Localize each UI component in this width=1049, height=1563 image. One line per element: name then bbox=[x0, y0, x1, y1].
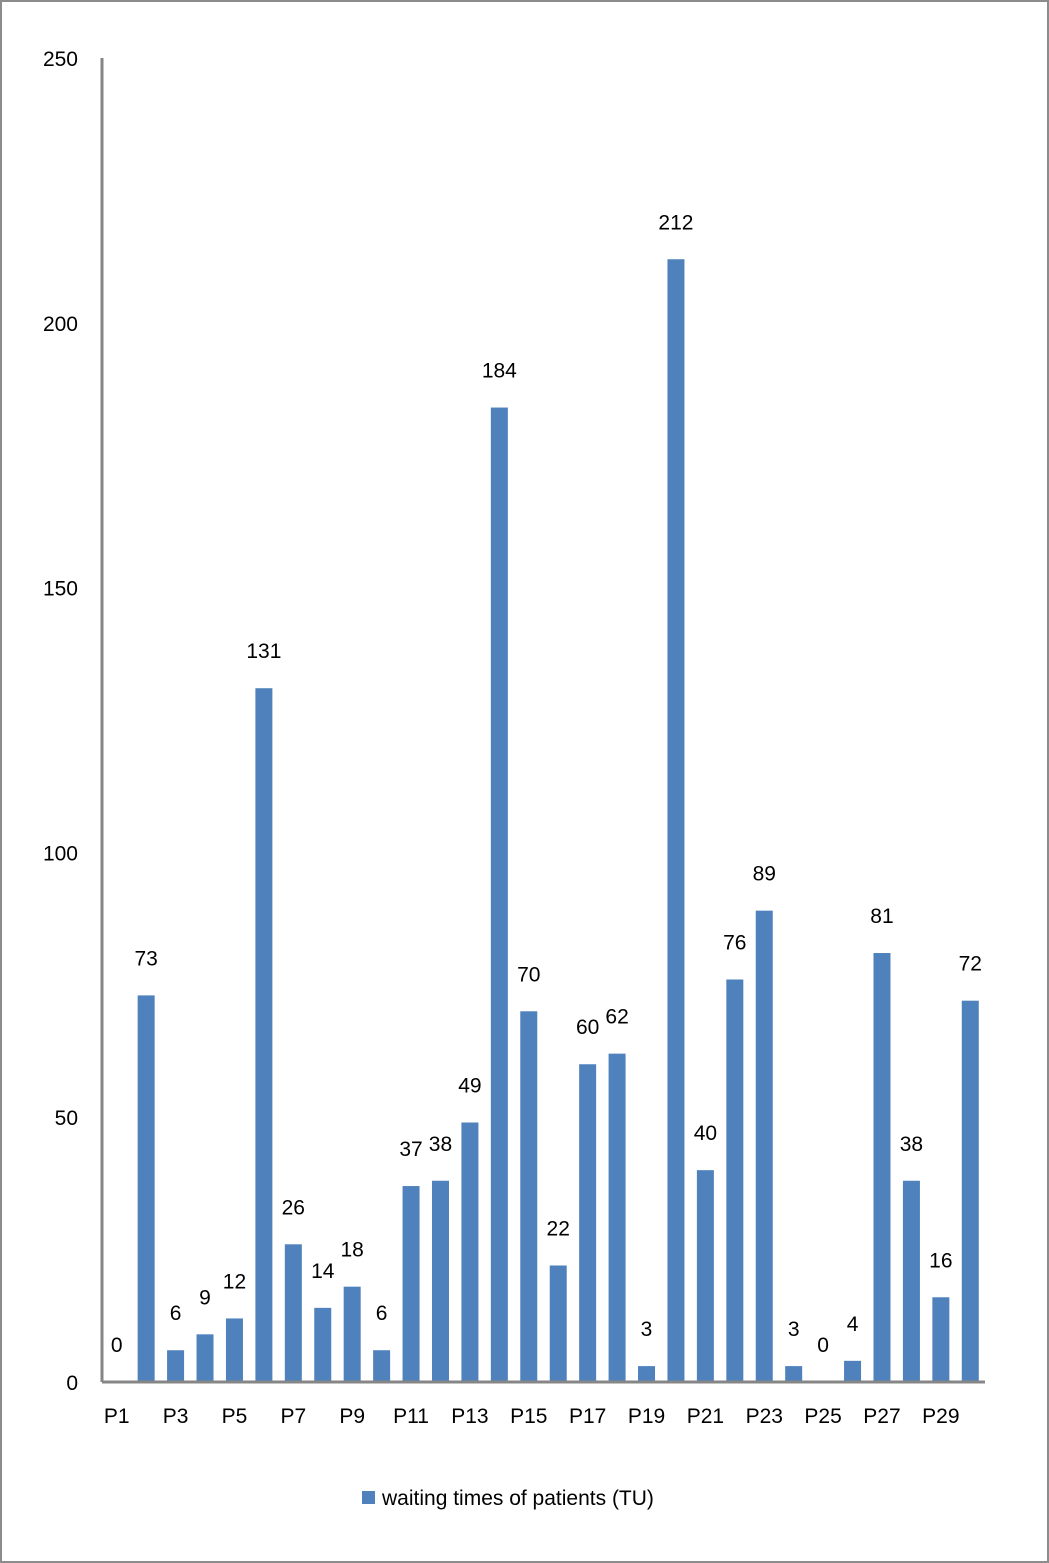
data-label: 6 bbox=[170, 1302, 182, 1325]
bar bbox=[137, 995, 155, 1382]
x-tick-label: P21 bbox=[687, 1405, 724, 1428]
data-label: 3 bbox=[641, 1318, 653, 1341]
data-label: 72 bbox=[959, 953, 982, 976]
x-tick-label: P25 bbox=[804, 1405, 841, 1428]
legend: waiting times of patients (TU) bbox=[362, 1487, 654, 1510]
data-label: 9 bbox=[199, 1286, 211, 1309]
data-label: 73 bbox=[134, 947, 157, 970]
y-tick-label: 150 bbox=[43, 578, 78, 601]
data-label: 131 bbox=[246, 640, 281, 663]
x-tick-label: P3 bbox=[163, 1405, 189, 1428]
data-label: 26 bbox=[282, 1196, 305, 1219]
bar bbox=[902, 1180, 920, 1382]
y-tick-label: 250 bbox=[43, 48, 78, 71]
bar bbox=[284, 1244, 302, 1382]
x-tick-label: P7 bbox=[280, 1405, 306, 1428]
data-label: 6 bbox=[376, 1302, 388, 1325]
bar bbox=[932, 1297, 950, 1382]
data-label: 18 bbox=[341, 1239, 364, 1262]
data-label: 62 bbox=[605, 1006, 628, 1029]
legend-label: waiting times of patients (TU) bbox=[381, 1487, 654, 1510]
bar bbox=[726, 979, 744, 1382]
bar bbox=[255, 688, 273, 1382]
data-label: 14 bbox=[311, 1260, 335, 1283]
data-label: 89 bbox=[753, 863, 776, 886]
data-label: 60 bbox=[576, 1016, 599, 1039]
bar bbox=[373, 1350, 391, 1382]
bar bbox=[667, 259, 685, 1382]
bar bbox=[490, 407, 508, 1382]
bar bbox=[755, 910, 773, 1382]
data-label: 37 bbox=[399, 1138, 422, 1161]
data-label: 0 bbox=[111, 1334, 123, 1357]
data-label: 49 bbox=[458, 1075, 481, 1098]
data-label: 3 bbox=[788, 1318, 800, 1341]
data-label: 40 bbox=[694, 1122, 717, 1145]
data-label: 16 bbox=[929, 1249, 952, 1272]
x-tick-label: P9 bbox=[339, 1405, 365, 1428]
bar bbox=[608, 1053, 626, 1382]
bar bbox=[873, 953, 891, 1382]
y-tick-label: 50 bbox=[55, 1107, 78, 1130]
bar bbox=[638, 1366, 656, 1382]
x-tick-label: P27 bbox=[863, 1405, 900, 1428]
legend-swatch bbox=[362, 1491, 375, 1504]
bars bbox=[137, 259, 979, 1382]
y-tick-label: 100 bbox=[43, 842, 78, 865]
bar bbox=[579, 1064, 597, 1382]
data-label: 212 bbox=[658, 211, 693, 234]
x-tick-label: P11 bbox=[393, 1405, 429, 1428]
x-tick-label: P19 bbox=[628, 1405, 665, 1428]
x-axis-ticks: P1 P3 P5 P7 P9 P11 P13 P15 P17 P19 P21 P23 P25 P27 P29 bbox=[104, 1405, 960, 1428]
bar bbox=[314, 1307, 332, 1382]
data-label: 184 bbox=[482, 360, 517, 383]
data-label: 38 bbox=[900, 1133, 923, 1156]
bar bbox=[961, 1000, 979, 1382]
bar bbox=[549, 1265, 567, 1382]
y-axis-ticks: 0 50 100 150 200 250 bbox=[43, 48, 78, 1395]
x-tick-label: P1 bbox=[104, 1405, 130, 1428]
bar bbox=[343, 1286, 361, 1382]
data-label: 38 bbox=[429, 1133, 452, 1156]
data-label: 76 bbox=[723, 932, 746, 955]
bar bbox=[167, 1350, 185, 1382]
bar bbox=[696, 1170, 714, 1382]
data-label: 0 bbox=[817, 1334, 829, 1357]
x-tick-label: P15 bbox=[510, 1405, 547, 1428]
bar bbox=[196, 1334, 214, 1382]
x-tick-label: P17 bbox=[569, 1405, 606, 1428]
y-tick-label: 0 bbox=[66, 1372, 78, 1395]
bar bbox=[520, 1011, 538, 1382]
data-label: 22 bbox=[547, 1217, 570, 1240]
data-label: 70 bbox=[517, 963, 540, 986]
axes bbox=[100, 58, 985, 1384]
data-label: 4 bbox=[847, 1313, 859, 1336]
x-tick-label: P5 bbox=[222, 1405, 248, 1428]
data-label: 81 bbox=[870, 905, 893, 928]
bar bbox=[844, 1360, 862, 1382]
bar bbox=[785, 1366, 803, 1382]
bar bbox=[225, 1318, 243, 1382]
x-tick-label: P29 bbox=[922, 1405, 959, 1428]
data-label: 12 bbox=[223, 1270, 246, 1293]
bar bbox=[402, 1186, 420, 1382]
y-tick-label: 200 bbox=[43, 313, 78, 336]
bar bbox=[461, 1122, 479, 1382]
x-tick-label: P23 bbox=[746, 1405, 783, 1428]
bar bbox=[431, 1180, 449, 1382]
x-tick-label: P13 bbox=[451, 1405, 488, 1428]
